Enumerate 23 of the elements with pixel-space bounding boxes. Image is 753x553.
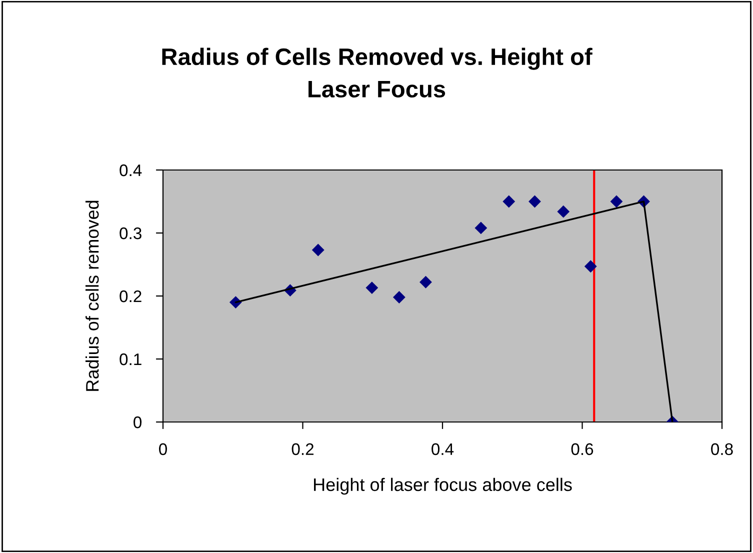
point bbox=[420, 276, 432, 288]
x-tick-label: 0.8 bbox=[711, 443, 733, 456]
point bbox=[312, 244, 324, 256]
point bbox=[474, 222, 488, 234]
point bbox=[584, 260, 597, 273]
point bbox=[528, 195, 541, 208]
point bbox=[392, 291, 406, 304]
x-tick-label: 0 bbox=[159, 443, 167, 456]
y-axis-title: Radius of cells removed bbox=[86, 200, 99, 391]
x-tick-label: 0.4 bbox=[432, 443, 454, 456]
point bbox=[557, 205, 570, 218]
y-tick-label: 0 bbox=[134, 416, 142, 428]
x-tick-label: 0.2 bbox=[292, 443, 314, 456]
point bbox=[366, 282, 378, 294]
y-tick-label: 0.4 bbox=[120, 164, 142, 176]
point bbox=[502, 195, 516, 208]
chart-title: Radius of Cells Removed vs. Height of Laser Focus bbox=[162, 48, 592, 98]
point bbox=[610, 195, 623, 208]
x-tick-label: 0.6 bbox=[571, 443, 594, 456]
y-tick-label: 0.1 bbox=[120, 353, 142, 366]
y-tick-label: 0.2 bbox=[120, 290, 142, 302]
y-tick-label: 0.3 bbox=[120, 227, 142, 240]
x-axis-title: Height of laser focus above cells bbox=[314, 478, 572, 495]
